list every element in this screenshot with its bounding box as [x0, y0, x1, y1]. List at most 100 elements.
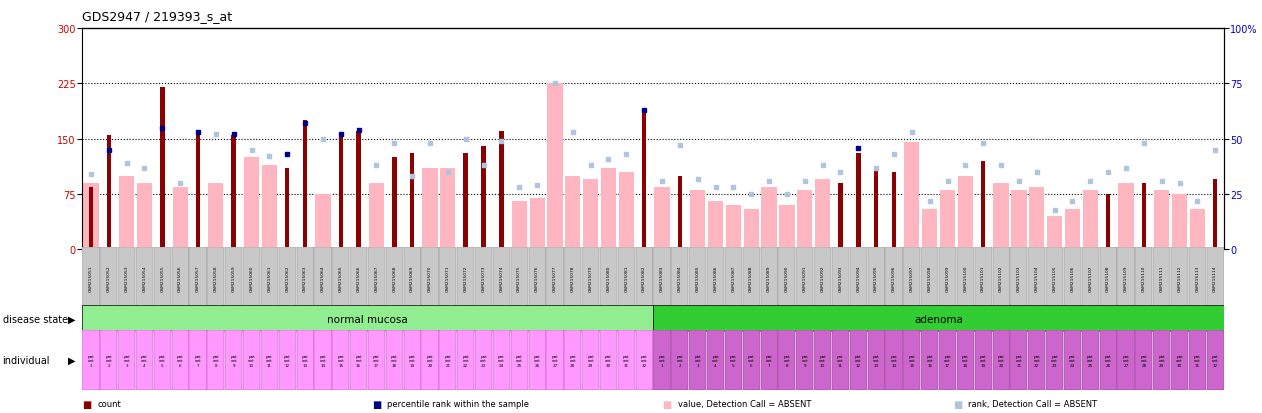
Text: rank, Detection Call = ABSENT: rank, Detection Call = ABSENT — [968, 399, 1097, 408]
Text: pat
ent
28: pat ent 28 — [1141, 354, 1147, 367]
Bar — [530, 198, 545, 250]
Bar — [136, 183, 153, 250]
Text: pat
ent
29: pat ent 29 — [587, 354, 594, 367]
Bar — [422, 248, 439, 308]
Text: pat
ent
8: pat ent 8 — [784, 354, 790, 367]
Text: GSM215055: GSM215055 — [160, 264, 164, 291]
Text: GSM215078: GSM215078 — [570, 264, 574, 291]
Bar — [992, 330, 1010, 390]
Bar — [940, 191, 955, 250]
Bar — [332, 248, 350, 308]
Text: disease state: disease state — [3, 314, 68, 324]
Bar — [297, 330, 314, 390]
Text: GSM215067: GSM215067 — [375, 264, 379, 291]
Bar — [172, 330, 189, 390]
Text: GSM215087: GSM215087 — [732, 264, 736, 291]
Bar — [136, 248, 153, 308]
Text: pat
ent
21: pat ent 21 — [444, 354, 452, 367]
Bar — [548, 84, 563, 250]
Text: GSM215072: GSM215072 — [463, 264, 468, 291]
Text: pat
ent
1: pat ent 1 — [659, 354, 665, 367]
Bar — [82, 306, 654, 332]
Text: individual: individual — [3, 355, 50, 365]
Bar — [1153, 191, 1170, 250]
Text: GSM215052: GSM215052 — [107, 264, 111, 291]
Bar — [481, 147, 486, 250]
Text: GSM215088: GSM215088 — [750, 264, 753, 291]
Bar — [886, 248, 902, 308]
Text: GSM215085: GSM215085 — [695, 264, 699, 291]
Text: GSM215061: GSM215061 — [268, 264, 271, 291]
Bar — [439, 248, 457, 308]
Bar — [974, 330, 992, 390]
Bar — [231, 136, 236, 250]
Bar — [82, 248, 100, 308]
Text: pat
ent
25: pat ent 25 — [516, 354, 522, 367]
Bar — [678, 176, 681, 250]
Bar — [439, 330, 457, 390]
Text: pat
ent
18: pat ent 18 — [391, 354, 398, 367]
Text: pat
ent
16: pat ent 16 — [356, 354, 362, 367]
Bar — [404, 248, 420, 308]
Text: GSM215074: GSM215074 — [500, 264, 504, 291]
Bar — [119, 248, 135, 308]
Bar — [815, 180, 830, 250]
Text: pat
ent
14: pat ent 14 — [319, 354, 327, 367]
Text: GSM215062: GSM215062 — [285, 264, 289, 291]
Text: GDS2947 / 219393_s_at: GDS2947 / 219393_s_at — [82, 10, 232, 23]
Text: ▶: ▶ — [68, 355, 76, 365]
Text: GSM215077: GSM215077 — [553, 264, 557, 291]
Bar — [386, 248, 403, 308]
Text: pat
ent
2: pat ent 2 — [106, 354, 112, 367]
Text: GSM215081: GSM215081 — [625, 264, 628, 291]
Bar — [261, 248, 278, 308]
Bar — [779, 248, 795, 308]
Bar — [350, 330, 367, 390]
Text: ■: ■ — [82, 399, 91, 409]
Text: pat
ent
27: pat ent 27 — [551, 354, 558, 367]
Text: GSM215070: GSM215070 — [428, 264, 432, 291]
Text: GSM215091: GSM215091 — [803, 264, 806, 291]
Text: pat
ent
10: pat ent 10 — [249, 354, 255, 367]
Bar — [189, 330, 207, 390]
Text: pat
ent
31: pat ent 31 — [1194, 354, 1200, 367]
Text: GSM215071: GSM215071 — [445, 264, 449, 291]
Bar — [708, 202, 723, 250]
Bar — [654, 248, 670, 308]
Bar — [1153, 248, 1170, 308]
Bar — [356, 132, 361, 250]
Bar — [1064, 248, 1082, 308]
Bar — [314, 330, 332, 390]
Text: GSM215058: GSM215058 — [213, 264, 218, 291]
Bar — [1153, 330, 1170, 390]
Bar — [493, 248, 510, 308]
Text: GSM215054: GSM215054 — [143, 264, 146, 291]
Bar — [160, 88, 164, 250]
Bar — [849, 248, 867, 308]
Bar — [618, 248, 635, 308]
Bar — [796, 330, 813, 390]
Bar — [350, 248, 367, 308]
Bar — [1064, 330, 1082, 390]
Bar — [582, 248, 599, 308]
Text: GSM215063: GSM215063 — [303, 264, 307, 291]
Bar — [369, 330, 385, 390]
Text: GSM215075: GSM215075 — [517, 264, 521, 291]
Bar — [873, 169, 878, 250]
Text: pat
ent
13: pat ent 13 — [873, 354, 880, 367]
Text: pat
ent
9: pat ent 9 — [801, 354, 808, 367]
Bar — [957, 248, 974, 308]
Bar — [410, 154, 414, 250]
Text: GSM215079: GSM215079 — [588, 264, 593, 291]
Bar — [279, 248, 295, 308]
Bar — [154, 330, 170, 390]
Text: pat
ent
11: pat ent 11 — [266, 354, 273, 367]
Bar — [1213, 180, 1218, 250]
Bar — [993, 183, 1008, 250]
Bar — [654, 306, 1224, 332]
Text: ■: ■ — [372, 399, 381, 409]
Bar — [958, 176, 973, 250]
Bar — [689, 330, 707, 390]
Text: pat
ent
32: pat ent 32 — [641, 354, 647, 367]
Text: GSM215109: GSM215109 — [1124, 264, 1128, 291]
